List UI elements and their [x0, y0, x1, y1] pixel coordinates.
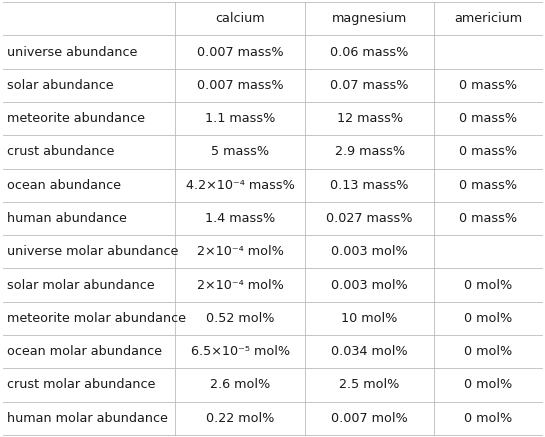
Text: 2.9 mass%: 2.9 mass%: [335, 146, 405, 159]
Text: universe abundance: universe abundance: [7, 45, 137, 59]
Text: 0 mass%: 0 mass%: [459, 146, 517, 159]
Text: 0 mol%: 0 mol%: [464, 378, 512, 392]
Text: americium: americium: [454, 12, 522, 25]
Text: ocean abundance: ocean abundance: [7, 179, 121, 192]
Text: magnesium: magnesium: [332, 12, 407, 25]
Text: crust abundance: crust abundance: [7, 146, 114, 159]
Text: 4.2×10⁻⁴ mass%: 4.2×10⁻⁴ mass%: [186, 179, 294, 192]
Text: 0.027 mass%: 0.027 mass%: [326, 212, 413, 225]
Text: solar molar abundance: solar molar abundance: [7, 278, 155, 291]
Text: 0 mass%: 0 mass%: [459, 212, 517, 225]
Text: 0.003 mol%: 0.003 mol%: [331, 278, 408, 291]
Text: 0.07 mass%: 0.07 mass%: [330, 79, 409, 92]
Text: calcium: calcium: [215, 12, 265, 25]
Text: 0.22 mol%: 0.22 mol%: [206, 412, 274, 425]
Text: 0.13 mass%: 0.13 mass%: [330, 179, 409, 192]
Text: 1.4 mass%: 1.4 mass%: [205, 212, 275, 225]
Text: 0.007 mol%: 0.007 mol%: [331, 412, 408, 425]
Text: ocean molar abundance: ocean molar abundance: [7, 345, 162, 358]
Text: 0 mass%: 0 mass%: [459, 79, 517, 92]
Text: meteorite molar abundance: meteorite molar abundance: [7, 312, 186, 325]
Text: meteorite abundance: meteorite abundance: [7, 112, 145, 125]
Text: 1.1 mass%: 1.1 mass%: [205, 112, 275, 125]
Text: 5 mass%: 5 mass%: [211, 146, 269, 159]
Text: 0 mol%: 0 mol%: [464, 278, 512, 291]
Text: 0 mass%: 0 mass%: [459, 112, 517, 125]
Text: 0 mol%: 0 mol%: [464, 345, 512, 358]
Text: human abundance: human abundance: [7, 212, 127, 225]
Text: 6.5×10⁻⁵ mol%: 6.5×10⁻⁵ mol%: [191, 345, 290, 358]
Text: 0 mol%: 0 mol%: [464, 412, 512, 425]
Text: 0.52 mol%: 0.52 mol%: [206, 312, 274, 325]
Text: 2×10⁻⁴ mol%: 2×10⁻⁴ mol%: [197, 278, 283, 291]
Text: 0 mass%: 0 mass%: [459, 179, 517, 192]
Text: human molar abundance: human molar abundance: [7, 412, 168, 425]
Text: 0 mol%: 0 mol%: [464, 312, 512, 325]
Text: 0.007 mass%: 0.007 mass%: [197, 79, 283, 92]
Text: 2×10⁻⁴ mol%: 2×10⁻⁴ mol%: [197, 245, 283, 258]
Text: 12 mass%: 12 mass%: [337, 112, 403, 125]
Text: 0.003 mol%: 0.003 mol%: [331, 245, 408, 258]
Text: 0.034 mol%: 0.034 mol%: [331, 345, 408, 358]
Text: universe molar abundance: universe molar abundance: [7, 245, 178, 258]
Text: 2.6 mol%: 2.6 mol%: [210, 378, 270, 392]
Text: 0.06 mass%: 0.06 mass%: [330, 45, 409, 59]
Text: crust molar abundance: crust molar abundance: [7, 378, 155, 392]
Text: 0.007 mass%: 0.007 mass%: [197, 45, 283, 59]
Text: 2.5 mol%: 2.5 mol%: [340, 378, 400, 392]
Text: solar abundance: solar abundance: [7, 79, 114, 92]
Text: 10 mol%: 10 mol%: [341, 312, 398, 325]
